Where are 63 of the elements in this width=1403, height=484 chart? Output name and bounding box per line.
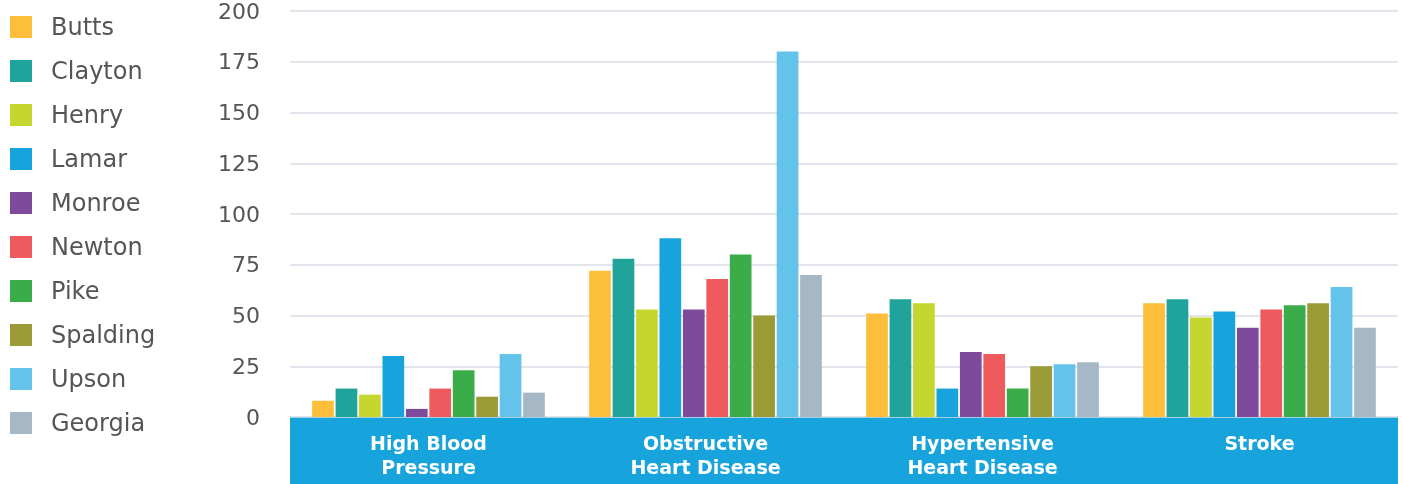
bar	[729, 254, 752, 417]
bar	[866, 313, 888, 417]
y-tick-label: 175	[218, 49, 260, 75]
bar	[959, 352, 982, 417]
bar	[612, 258, 635, 417]
bar	[1213, 311, 1236, 417]
bar	[1053, 364, 1076, 417]
legend-label: Georgia	[51, 409, 146, 437]
bar	[636, 309, 658, 417]
bar	[589, 270, 611, 417]
y-tick-label: 75	[232, 252, 260, 278]
bar	[1077, 362, 1099, 417]
bar	[1006, 388, 1029, 417]
x-tick-label: Hypertensive Heart Disease	[907, 432, 1058, 478]
bar	[335, 388, 358, 417]
bar	[1330, 287, 1353, 417]
y-tick-label: 150	[218, 100, 260, 125]
x-tick-label: Stroke	[1224, 432, 1295, 454]
legend-label: Spalding	[51, 321, 156, 349]
bar	[776, 51, 799, 417]
bar	[1283, 305, 1306, 417]
x-tick-label: High Blood Pressure	[370, 432, 487, 478]
bar	[1030, 366, 1052, 417]
y-tick-label: 125	[218, 150, 260, 176]
bar	[753, 315, 775, 417]
y-tick-label: 100	[218, 201, 260, 227]
bar	[913, 303, 935, 417]
x-tick-label: Obstructive Heart Disease	[630, 432, 781, 478]
bar	[1143, 303, 1165, 417]
bar	[1307, 303, 1329, 417]
bar	[659, 238, 682, 417]
legend-label: Clayton	[51, 57, 143, 85]
bar	[1236, 327, 1259, 417]
bar	[452, 370, 475, 417]
bar	[706, 278, 729, 417]
y-tick-label: 0	[246, 404, 260, 430]
bar	[1260, 309, 1283, 417]
legend-label: Henry	[51, 101, 124, 129]
bar	[523, 392, 545, 417]
y-tick-label: 200	[218, 0, 260, 24]
legend-label: Upson	[51, 365, 127, 393]
bar	[936, 388, 959, 417]
bar	[983, 354, 1006, 417]
bar	[382, 356, 405, 417]
bar	[1354, 327, 1376, 417]
y-tick-label: 50	[232, 303, 260, 328]
legend-label: Pike	[51, 277, 100, 305]
bar	[476, 396, 498, 417]
bar	[359, 394, 381, 417]
bar	[429, 388, 452, 417]
y-tick-label: 25	[232, 353, 260, 379]
bar	[889, 299, 912, 417]
legend-label: Monroe	[51, 189, 141, 217]
bar	[312, 400, 334, 417]
bar	[800, 274, 822, 417]
legend-label: Newton	[51, 233, 143, 261]
bar	[405, 408, 428, 417]
bar	[1190, 317, 1212, 417]
bar	[1166, 299, 1189, 417]
bar	[682, 309, 705, 417]
bar	[499, 354, 522, 417]
legend-label: Lamar	[51, 145, 128, 173]
legend-label: Butts	[51, 13, 114, 41]
